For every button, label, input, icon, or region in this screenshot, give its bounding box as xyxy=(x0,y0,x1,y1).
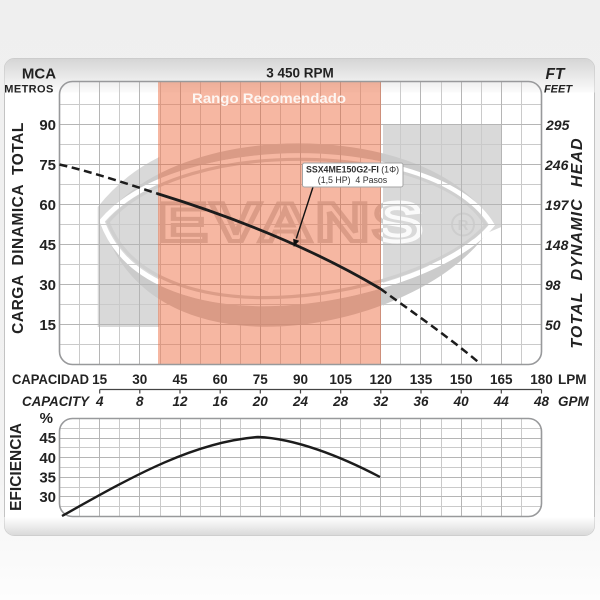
svg-text:8: 8 xyxy=(136,394,144,409)
svg-text:15: 15 xyxy=(92,372,108,387)
svg-text:45: 45 xyxy=(172,372,188,387)
svg-text:30: 30 xyxy=(39,489,56,506)
svg-text:16: 16 xyxy=(213,394,229,409)
svg-text:Rango Recomendado: Rango Recomendado xyxy=(192,90,346,106)
svg-text:45: 45 xyxy=(39,430,56,447)
svg-text:CAPACITY: CAPACITY xyxy=(22,394,91,409)
svg-text:36: 36 xyxy=(413,394,429,409)
svg-text:LPM: LPM xyxy=(558,372,587,387)
svg-text:FT: FT xyxy=(546,66,566,83)
svg-text:246: 246 xyxy=(544,157,569,173)
svg-text:R: R xyxy=(458,217,469,234)
svg-text:EFICIENCIA: EFICIENCIA xyxy=(8,423,25,511)
svg-text:90: 90 xyxy=(293,372,308,387)
svg-text:28: 28 xyxy=(332,394,349,409)
svg-text:24: 24 xyxy=(292,394,309,409)
svg-text:35: 35 xyxy=(39,470,56,487)
svg-text:SSX4ME150G2-FI (1Φ): SSX4ME150G2-FI (1Φ) xyxy=(306,165,399,175)
svg-text:MCA: MCA xyxy=(22,66,56,83)
svg-text:60: 60 xyxy=(39,197,56,214)
svg-text:150: 150 xyxy=(450,372,473,387)
svg-text:165: 165 xyxy=(490,372,513,387)
svg-text:44: 44 xyxy=(493,394,510,409)
svg-text:CAPACIDAD: CAPACIDAD xyxy=(12,372,89,387)
svg-text:105: 105 xyxy=(329,372,352,387)
svg-text:20: 20 xyxy=(252,394,269,409)
svg-text:75: 75 xyxy=(39,157,56,174)
svg-text:48: 48 xyxy=(533,394,550,409)
svg-text:50: 50 xyxy=(545,317,561,333)
svg-text:TOTAL DYNAMIC HEAD: TOTAL DYNAMIC HEAD xyxy=(569,137,586,348)
svg-text:120: 120 xyxy=(370,372,393,387)
svg-text:30: 30 xyxy=(132,372,147,387)
svg-text:32: 32 xyxy=(373,394,389,409)
svg-text:CARGA DINAMICA TOTAL: CARGA DINAMICA TOTAL xyxy=(10,122,27,334)
svg-text:(1,5 HP) 4 Pasos: (1,5 HP) 4 Pasos xyxy=(318,175,388,185)
svg-text:3 450 RPM: 3 450 RPM xyxy=(266,66,334,81)
svg-text:40: 40 xyxy=(453,394,470,409)
svg-text:15: 15 xyxy=(39,317,56,334)
svg-text:98: 98 xyxy=(545,277,561,293)
svg-text:60: 60 xyxy=(213,372,228,387)
svg-text:148: 148 xyxy=(545,237,569,253)
svg-text:90: 90 xyxy=(39,117,56,134)
svg-text:FEET: FEET xyxy=(544,84,573,96)
svg-text:GPM: GPM xyxy=(558,394,590,409)
svg-text:12: 12 xyxy=(172,394,188,409)
svg-text:30: 30 xyxy=(39,277,56,294)
svg-text:295: 295 xyxy=(545,117,570,133)
svg-text:135: 135 xyxy=(410,372,433,387)
svg-text:40: 40 xyxy=(39,450,56,467)
svg-text:%: % xyxy=(40,410,53,427)
svg-text:METROS: METROS xyxy=(4,84,53,96)
svg-text:45: 45 xyxy=(39,237,56,254)
svg-text:4: 4 xyxy=(95,394,104,409)
svg-text:180: 180 xyxy=(530,372,553,387)
svg-text:197: 197 xyxy=(545,197,570,213)
svg-text:75: 75 xyxy=(253,372,269,387)
